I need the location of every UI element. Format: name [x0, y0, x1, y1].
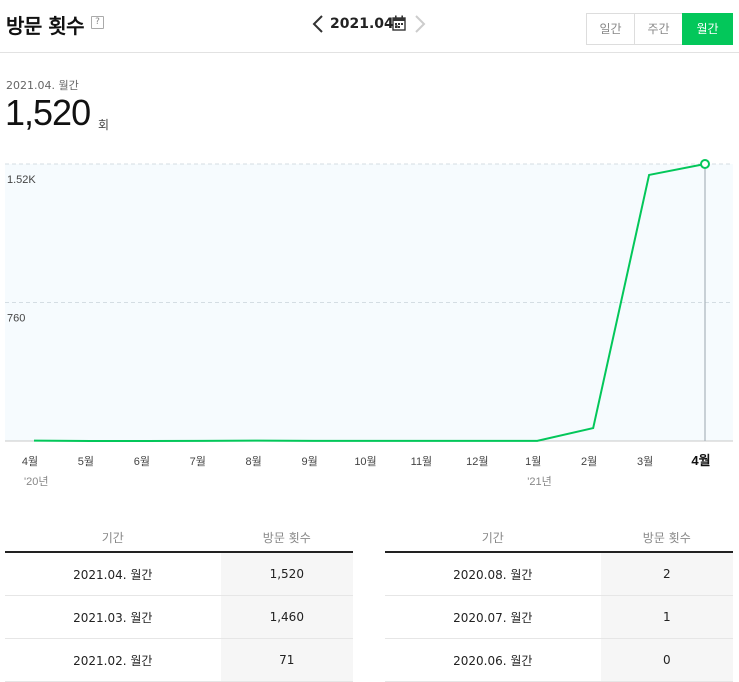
- visits-cell: 2: [600, 552, 733, 596]
- data-point: [700, 159, 710, 169]
- period-cell: 2020.06. 월간: [385, 638, 601, 682]
- header-divider: [0, 52, 739, 53]
- tab-daily[interactable]: 일간: [586, 13, 635, 45]
- calendar-icon[interactable]: [392, 15, 406, 31]
- summary-value: 1,520: [5, 92, 91, 133]
- y-tick-label: 760: [7, 313, 25, 325]
- visits-cell: 1,520: [220, 552, 353, 596]
- chevron-left-icon[interactable]: [312, 14, 324, 34]
- x-tick-label: 10월: [354, 455, 376, 468]
- table-row: 2020.07. 월간 1: [385, 595, 733, 639]
- y-tick-label: 1.52K: [7, 174, 36, 186]
- col-visits-header: 방문 횟수: [220, 523, 353, 553]
- period-toggle: 일간 주간 월간: [586, 13, 733, 45]
- x-tick-label: 4월: [691, 453, 710, 468]
- period-cell: 2020.07. 월간: [385, 595, 601, 639]
- summary-period: 2021.04. 월간: [6, 79, 79, 92]
- table-row: 2020.08. 월간 2: [385, 552, 733, 596]
- col-period-header: 기간: [385, 523, 601, 553]
- current-date: 2021.04.: [330, 16, 400, 32]
- x-tick-label: 5월: [78, 455, 94, 468]
- visits-cell: 1: [600, 595, 733, 639]
- col-visits-header: 방문 횟수: [600, 523, 733, 553]
- year-label: '21년: [527, 475, 551, 488]
- tab-weekly[interactable]: 주간: [634, 13, 683, 45]
- x-tick-label: 12월: [466, 455, 488, 468]
- period-cell: 2021.04. 월간: [5, 552, 221, 596]
- visits-cell: 1,460: [220, 595, 353, 639]
- x-tick-label: 3월: [637, 455, 653, 468]
- x-tick-label: 9월: [301, 455, 317, 468]
- table-row: 2021.03. 월간 1,460: [5, 595, 353, 639]
- help-icon[interactable]: ?: [91, 16, 104, 29]
- visits-cell: 71: [220, 638, 353, 682]
- x-tick-label: 7월: [190, 455, 206, 468]
- x-tick-label: 8월: [246, 455, 262, 468]
- monthly-table-left: 기간 방문 횟수 2021.04. 월간 1,520 2021.03. 월간 1,4…: [5, 523, 353, 682]
- x-tick-label: 1월: [525, 455, 541, 468]
- page-title: 방문 횟수: [6, 14, 85, 38]
- x-tick-label: 6월: [134, 455, 150, 468]
- period-cell: 2020.08. 월간: [385, 552, 601, 596]
- tab-monthly[interactable]: 월간: [682, 13, 733, 45]
- col-period-header: 기간: [5, 523, 221, 553]
- monthly-table-right: 기간 방문 횟수 2020.08. 월간 2 2020.07. 월간 1 2020.…: [385, 523, 733, 682]
- summary-unit: 회: [98, 118, 110, 132]
- x-tick-label: 11월: [411, 455, 433, 468]
- period-cell: 2021.03. 월간: [5, 595, 221, 639]
- table-row: 2021.04. 월간 1,520: [5, 552, 353, 596]
- series-line: [33, 163, 706, 442]
- table-row: 2021.02. 월간 71: [5, 638, 353, 682]
- period-cell: 2021.02. 월간: [5, 638, 221, 682]
- table-row: 2020.06. 월간 0: [385, 638, 733, 682]
- x-tick-label: 2월: [581, 455, 597, 468]
- visits-cell: 0: [600, 638, 733, 682]
- x-tick-label: 4월: [22, 455, 38, 468]
- chevron-right-icon[interactable]: [414, 14, 426, 34]
- visit-count-chart: 1.52K 760 4월 '20년 5월 6월 7월 8월 9월 10월 11월 12월 1월 '21년 2…: [5, 159, 733, 488]
- year-label: '20년: [24, 475, 48, 488]
